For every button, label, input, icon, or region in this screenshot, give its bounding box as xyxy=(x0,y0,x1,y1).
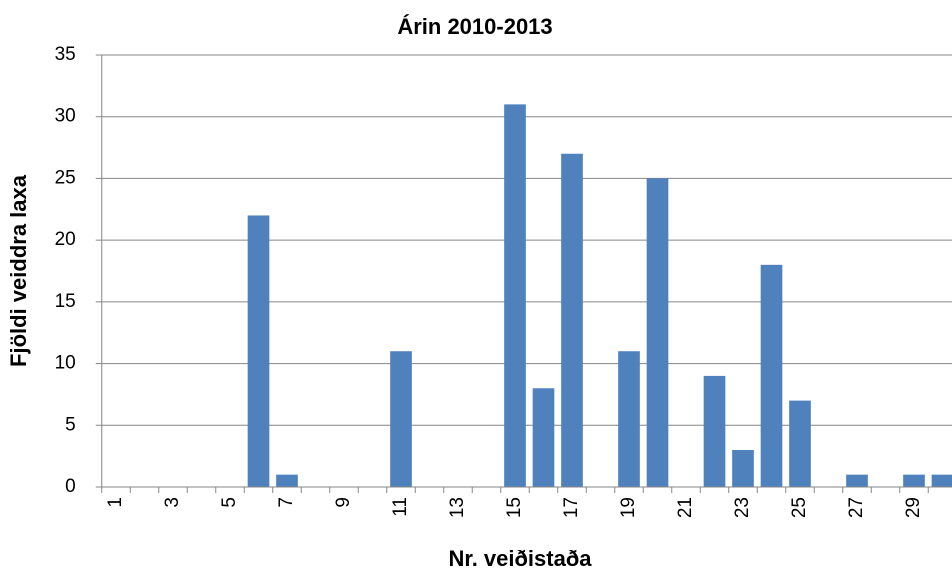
bar xyxy=(931,474,952,487)
x-tick-label: 7 xyxy=(276,497,297,508)
bar xyxy=(561,153,583,487)
bar xyxy=(276,474,298,487)
x-tick-label: 1 xyxy=(105,497,126,508)
y-tick-label: 5 xyxy=(65,414,76,435)
x-tick-label: 15 xyxy=(504,497,525,518)
bar xyxy=(646,178,669,487)
x-tick-label: 5 xyxy=(219,497,240,508)
x-axis-title: Nr. veiðistaða xyxy=(448,546,592,571)
x-tick-label: 29 xyxy=(903,497,924,518)
bar xyxy=(504,104,526,487)
x-tick-label: 17 xyxy=(561,497,582,518)
x-tick-label: 19 xyxy=(618,497,639,518)
chart-title: Árin 2010-2013 xyxy=(397,14,552,39)
bar xyxy=(760,264,783,487)
y-tick-label: 20 xyxy=(55,229,76,250)
bar xyxy=(789,400,811,487)
y-tick-label: 35 xyxy=(55,44,76,65)
x-tick-label: 23 xyxy=(732,497,753,518)
x-tick-label: 3 xyxy=(162,497,183,508)
bar xyxy=(247,215,270,487)
y-axis-title: Fjöldi veiddra laxa xyxy=(6,174,31,367)
x-tick-label: 21 xyxy=(675,497,696,518)
x-tick-label: 9 xyxy=(333,497,354,508)
x-tick-label: 27 xyxy=(846,497,867,518)
y-tick-label: 0 xyxy=(65,476,76,497)
bar xyxy=(846,474,868,487)
bar xyxy=(732,449,754,487)
bar xyxy=(390,351,412,487)
y-tick-label: 25 xyxy=(55,167,76,188)
x-tick-label: 13 xyxy=(447,497,468,518)
y-tick-label: 15 xyxy=(55,291,76,312)
bar xyxy=(903,474,925,487)
bar xyxy=(703,375,726,487)
x-tick-label: 11 xyxy=(390,497,411,517)
bar xyxy=(532,388,555,487)
y-tick-label: 30 xyxy=(55,106,76,127)
y-tick-label: 10 xyxy=(55,353,76,374)
x-tick-label: 25 xyxy=(789,497,810,518)
bar xyxy=(618,351,640,487)
